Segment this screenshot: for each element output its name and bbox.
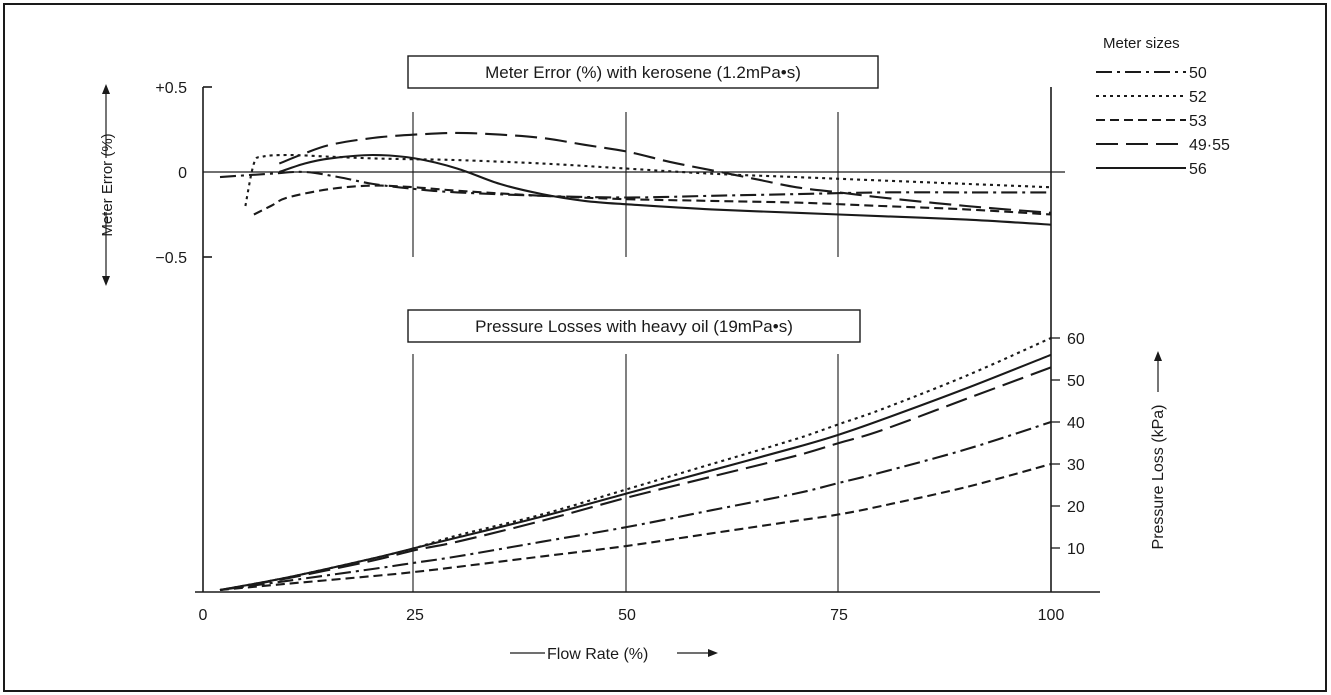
x-tick-label: 100	[1038, 607, 1065, 624]
x-tick-label: 75	[830, 607, 848, 624]
x-tick-label: 50	[618, 607, 636, 624]
loss-y-tick-label: 40	[1067, 415, 1085, 432]
x-tick-label: 0	[199, 607, 208, 624]
error-y-tick-label: −0.5	[155, 250, 187, 267]
loss-series-56	[219, 353, 1052, 592]
svg-text:Meter Error (%): Meter Error (%)	[99, 133, 116, 236]
legend-label: 49·55	[1189, 137, 1230, 154]
series-layer	[219, 131, 1052, 592]
svg-text:Pressure Loss (kPa): Pressure Loss (kPa)	[1150, 405, 1167, 550]
legend: Meter sizes 50 52 53 49·55 56	[1096, 35, 1230, 178]
loss-y-tick-label: 60	[1067, 331, 1085, 348]
loss-y-tick-label: 20	[1067, 499, 1085, 516]
loss-chart-title: Pressure Losses with heavy oil (19mPa•s)	[475, 317, 793, 336]
legend-label: 56	[1189, 161, 1207, 178]
x-axis-label: Flow Rate (%)	[510, 646, 718, 663]
legend-label: 50	[1189, 65, 1207, 82]
error-title-box	[407, 55, 879, 89]
error-chart-title: Meter Error (%) with kerosene (1.2mPa•s)	[485, 63, 801, 82]
axes-group	[195, 86, 1100, 593]
loss-title-box	[407, 309, 861, 343]
loss-series-49-55	[219, 366, 1052, 592]
figure-frame	[3, 3, 1327, 692]
legend-title: Meter sizes	[1103, 35, 1180, 52]
loss-series-50	[219, 421, 1052, 592]
x-tick-label: 25	[406, 607, 424, 624]
error-series-53	[253, 184, 1052, 216]
loss-y-tick-label: 10	[1067, 541, 1085, 558]
error-series-49-55	[278, 131, 1052, 214]
error-y-label: Meter Error (%)	[99, 84, 116, 286]
legend-label: 53	[1189, 113, 1207, 130]
loss-y-tick-label: 30	[1067, 457, 1085, 474]
tick-group: 0 25 50 75 100 +0.5 0 −0.5 10 20 30 40 50 60	[155, 80, 1084, 624]
loss-series-53	[219, 462, 1052, 592]
error-y-tick-label: +0.5	[155, 80, 187, 97]
loss-y-tick-label: 50	[1067, 373, 1085, 390]
svg-text:Flow Rate (%): Flow Rate (%)	[547, 646, 648, 663]
error-y-tick-label: 0	[178, 165, 187, 182]
loss-y-label: Pressure Loss (kPa)	[1150, 351, 1167, 549]
error-series-56	[278, 153, 1052, 226]
legend-label: 52	[1189, 89, 1207, 106]
loss-series-52	[219, 337, 1052, 592]
error-series-50	[219, 170, 1051, 199]
